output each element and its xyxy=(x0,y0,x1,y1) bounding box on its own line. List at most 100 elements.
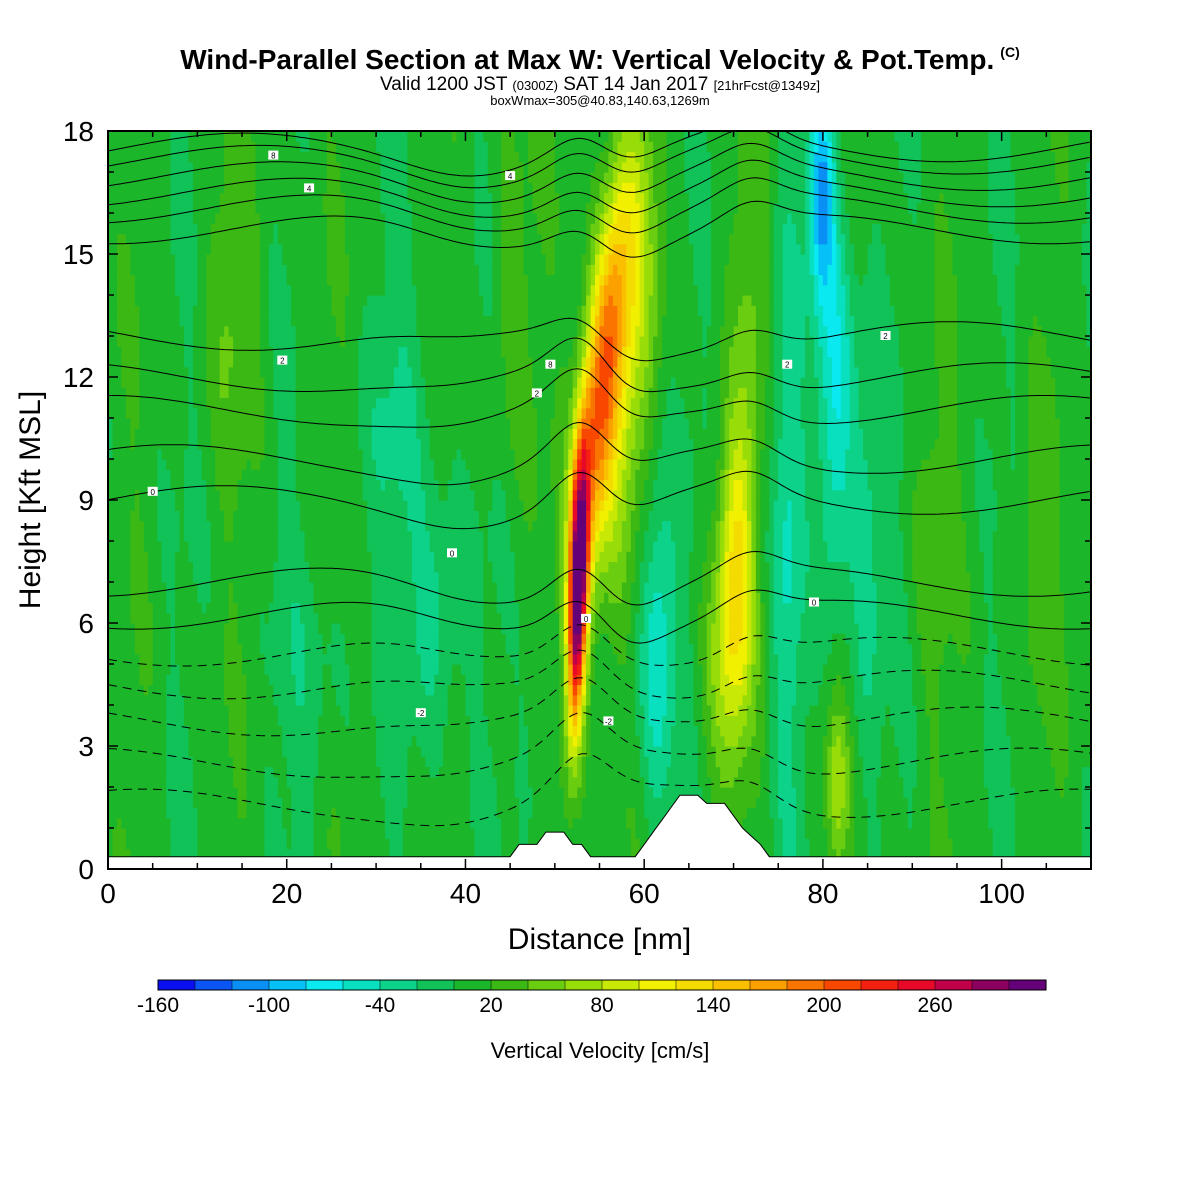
velocity-cell xyxy=(331,377,337,388)
velocity-cell xyxy=(273,346,279,358)
velocity-cell xyxy=(340,131,346,142)
velocity-cell xyxy=(250,161,257,173)
velocity-cell xyxy=(344,233,350,245)
velocity-cell xyxy=(157,653,163,665)
velocity-cell xyxy=(188,756,194,768)
velocity-cell xyxy=(152,141,158,153)
velocity-cell xyxy=(309,223,315,235)
velocity-cell xyxy=(192,366,198,378)
velocity-cell xyxy=(349,787,355,798)
velocity-cell xyxy=(108,684,114,696)
velocity-cell xyxy=(367,151,373,163)
velocity-cell xyxy=(188,387,194,399)
velocity-cell xyxy=(398,633,404,645)
velocity-cell xyxy=(143,530,149,542)
velocity-cell xyxy=(250,233,257,245)
velocity-cell xyxy=(188,469,194,481)
velocity-cell xyxy=(215,571,221,583)
velocity-cell xyxy=(273,807,279,819)
velocity-cell xyxy=(233,817,239,829)
velocity-cell xyxy=(224,551,230,563)
velocity-cell xyxy=(210,284,216,296)
velocity-cell xyxy=(367,500,373,511)
velocity-cell xyxy=(175,510,181,522)
velocity-cell xyxy=(179,366,185,378)
velocity-cell xyxy=(349,848,355,860)
velocity-cell xyxy=(242,817,248,829)
velocity-cell xyxy=(210,612,216,624)
velocity-cell xyxy=(376,459,382,470)
velocity-cell xyxy=(188,448,194,460)
velocity-cell xyxy=(286,459,292,470)
velocity-cell xyxy=(358,284,364,296)
velocity-cell xyxy=(148,551,154,563)
velocity-cell xyxy=(318,674,324,686)
velocity-cell xyxy=(393,295,400,306)
velocity-cell xyxy=(157,192,163,204)
velocity-cell xyxy=(170,202,176,214)
velocity-cell xyxy=(161,643,167,655)
velocity-cell xyxy=(246,387,252,399)
velocity-cell xyxy=(331,674,337,686)
velocity-cell xyxy=(166,541,172,552)
velocity-cell xyxy=(282,438,288,450)
velocity-cell xyxy=(353,213,359,224)
velocity-cell xyxy=(188,377,194,388)
velocity-cell xyxy=(331,356,337,368)
velocity-cell xyxy=(318,161,324,173)
velocity-cell xyxy=(116,664,123,675)
velocity-cell xyxy=(393,848,400,860)
velocity-cell xyxy=(161,582,167,593)
velocity-cell xyxy=(389,243,395,255)
velocity-cell xyxy=(157,694,163,706)
velocity-cell xyxy=(367,284,373,296)
velocity-cell xyxy=(358,172,364,183)
velocity-cell xyxy=(130,500,136,511)
velocity-cell xyxy=(237,274,243,286)
velocity-cell xyxy=(108,213,114,224)
velocity-cell xyxy=(331,828,337,839)
velocity-cell xyxy=(416,828,422,839)
velocity-cell xyxy=(380,623,386,634)
velocity-cell xyxy=(175,674,181,686)
velocity-cell xyxy=(125,582,131,593)
velocity-cell xyxy=(125,397,131,409)
velocity-cell xyxy=(246,653,252,665)
velocity-cell xyxy=(376,438,382,450)
velocity-cell xyxy=(197,213,203,224)
velocity-cell xyxy=(300,407,306,419)
velocity-cell xyxy=(300,377,306,388)
velocity-cell xyxy=(219,192,225,204)
velocity-cell xyxy=(108,377,114,388)
velocity-cell xyxy=(277,510,283,522)
velocity-cell xyxy=(411,377,417,388)
velocity-cell xyxy=(255,274,261,286)
velocity-cell xyxy=(143,561,149,573)
velocity-cell xyxy=(121,735,127,747)
velocity-cell xyxy=(201,448,207,460)
velocity-cell xyxy=(416,787,422,798)
velocity-cell xyxy=(286,131,292,142)
velocity-cell xyxy=(402,766,408,778)
velocity-cell xyxy=(380,192,386,204)
velocity-cell xyxy=(385,510,391,522)
velocity-cell xyxy=(411,336,417,347)
velocity-cell xyxy=(277,705,283,716)
velocity-cell xyxy=(206,264,212,276)
velocity-cell xyxy=(331,438,337,450)
velocity-cell xyxy=(389,623,395,634)
velocity-cell xyxy=(371,735,377,747)
velocity-cell xyxy=(376,500,382,511)
velocity-cell xyxy=(268,561,274,573)
velocity-cell xyxy=(416,848,422,860)
velocity-cell xyxy=(411,643,417,655)
velocity-cell xyxy=(233,151,239,163)
velocity-cell xyxy=(304,315,310,327)
velocity-cell xyxy=(300,264,306,276)
velocity-cell xyxy=(237,407,243,419)
velocity-cell xyxy=(201,489,207,501)
velocity-cell xyxy=(148,653,154,665)
velocity-cell xyxy=(318,633,324,645)
velocity-cell xyxy=(286,756,292,768)
velocity-cell xyxy=(353,418,359,429)
